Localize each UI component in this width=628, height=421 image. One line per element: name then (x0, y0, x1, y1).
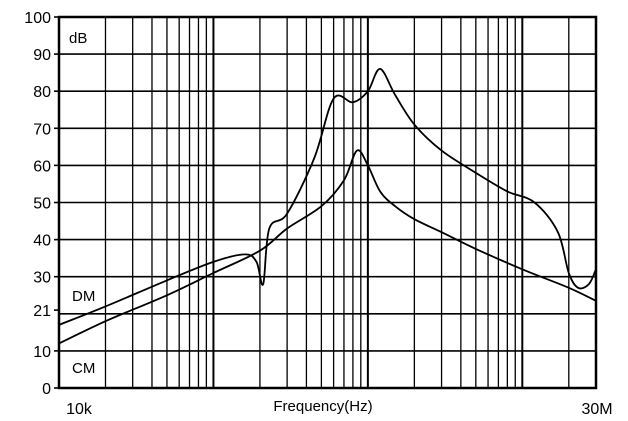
series-line-cm (58, 149, 597, 345)
grid-lines (59, 17, 596, 388)
x-tick-label-max: 30M (581, 401, 612, 418)
series-line-dm (58, 68, 597, 326)
series-lines (58, 68, 597, 345)
y-tick-label: 21 (33, 303, 51, 320)
y-tick-label: 50 (33, 196, 51, 213)
unit-label: dB (69, 30, 87, 47)
y-tick-label: 30 (33, 270, 51, 287)
x-axis-label: Frequency(Hz) (273, 398, 372, 415)
y-tick-label: 0 (42, 381, 51, 398)
y-tick-label: 40 (33, 233, 51, 250)
y-tick-label: 100 (24, 10, 51, 27)
series-label-dm: DM (72, 288, 95, 305)
y-tick-label: 60 (33, 158, 51, 175)
series-label-cm: CM (72, 360, 95, 377)
y-axis-ticks: 0 10 21 30 40 50 60 70 80 90 100 (24, 10, 59, 398)
y-tick-label: 10 (33, 344, 51, 361)
x-tick-label-min: 10k (66, 401, 93, 418)
y-tick-label: 80 (33, 84, 51, 101)
y-tick-label: 90 (33, 47, 51, 64)
y-tick-label: 70 (33, 121, 51, 138)
